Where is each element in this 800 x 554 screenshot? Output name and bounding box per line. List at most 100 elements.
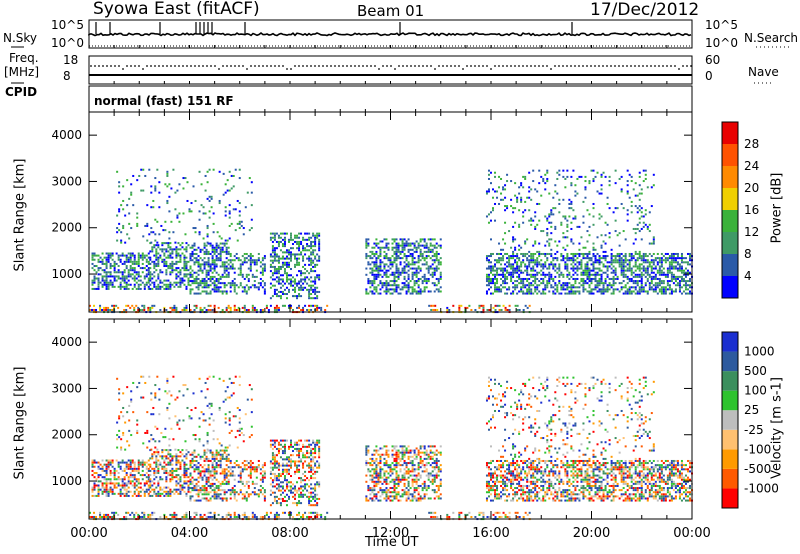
power-cell (510, 246, 513, 249)
power-cell (411, 288, 414, 291)
power-cell (283, 268, 286, 271)
power-cell (510, 275, 513, 278)
power-cell (437, 280, 440, 283)
power-cell (300, 240, 303, 243)
power-cell (508, 230, 511, 233)
power-cell (634, 280, 637, 283)
power-cell (676, 275, 679, 278)
power-cell (107, 271, 110, 274)
power-cell (572, 269, 575, 272)
power-cell (436, 308, 439, 311)
power-cell (506, 173, 509, 176)
power-cell (302, 247, 305, 250)
power-cell (153, 262, 156, 265)
velocity-cell (125, 482, 128, 485)
power-cell (223, 271, 226, 274)
power-cell (121, 271, 124, 274)
velocity-cell (101, 467, 104, 470)
power-cell (642, 257, 645, 260)
power-cell (614, 277, 617, 280)
power-cell (646, 186, 649, 189)
power-cell (290, 251, 292, 254)
power-cell (153, 271, 156, 274)
power-cell (526, 277, 529, 280)
power-ytick-label: 1000 (51, 267, 82, 281)
power-cell (294, 295, 297, 298)
power-cell (494, 304, 497, 307)
power-cell (590, 292, 593, 295)
power-cell (592, 261, 595, 264)
power-cell (544, 286, 547, 289)
velocity-cell (125, 494, 128, 497)
power-cell (546, 227, 549, 230)
power-cell (219, 248, 222, 251)
power-cell (169, 262, 172, 265)
power-cell (435, 246, 438, 249)
power-cell (308, 245, 311, 248)
power-cell (221, 250, 224, 253)
power-cell (536, 277, 539, 280)
power-cell (608, 265, 611, 268)
power-cell (237, 273, 240, 276)
power-cell (147, 267, 150, 270)
power-cell (93, 277, 96, 280)
power-cell (385, 269, 388, 272)
power-cell (189, 284, 192, 287)
power-cell (638, 288, 641, 291)
power-cell (526, 290, 529, 293)
power-cell (433, 238, 436, 241)
power-cell (245, 261, 248, 264)
power-cell (546, 180, 549, 183)
power-cell (191, 255, 194, 258)
power-cell (602, 250, 605, 253)
velocity-cell (129, 476, 132, 479)
power-cell (624, 252, 627, 255)
power-cell (626, 263, 629, 266)
power-cell (594, 257, 597, 260)
power-cell (470, 308, 473, 311)
power-cell (674, 284, 677, 287)
power-cell (417, 271, 420, 274)
power-cell (228, 170, 231, 173)
power-cell (221, 292, 224, 295)
power-cell (113, 279, 116, 282)
power-cell (592, 223, 595, 226)
power-cell (512, 286, 515, 289)
power-cell (584, 280, 587, 283)
velocity-cell (191, 482, 194, 485)
power-cell (107, 275, 110, 278)
power-cell (494, 259, 497, 262)
power-cell (225, 273, 228, 276)
velocity-cell (167, 463, 170, 466)
power-cell (125, 308, 128, 311)
power-cell (211, 267, 214, 270)
power-cell (373, 277, 376, 280)
power-cell (150, 231, 153, 234)
power-cell (622, 263, 625, 266)
velocity-cell (105, 484, 108, 487)
power-cell (644, 259, 647, 262)
power-cell (437, 259, 440, 262)
velocity-cell (221, 489, 224, 492)
freq-dot (506, 65, 508, 67)
power-cell (437, 277, 440, 280)
power-cell (433, 259, 436, 262)
freq-dot (534, 65, 536, 67)
power-cell (233, 288, 236, 291)
power-cell (417, 259, 420, 262)
velocity-cell (97, 494, 100, 497)
power-cell (514, 248, 517, 251)
power-cell (516, 308, 519, 311)
power-cell (682, 269, 685, 272)
power-cell (662, 288, 665, 291)
freq-dot (430, 65, 432, 67)
velocity-cell (195, 459, 198, 462)
power-cell (628, 255, 631, 258)
power-cell (203, 277, 206, 280)
power-cell (247, 280, 250, 283)
power-cell (208, 195, 211, 198)
power-cell (582, 221, 585, 224)
power-cell (185, 287, 188, 290)
power-cell (131, 269, 134, 272)
power-cell (231, 265, 234, 268)
